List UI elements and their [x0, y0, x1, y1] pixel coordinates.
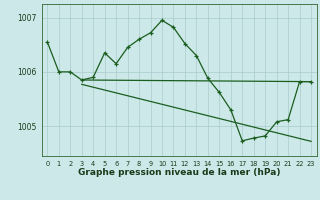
X-axis label: Graphe pression niveau de la mer (hPa): Graphe pression niveau de la mer (hPa)	[78, 168, 280, 177]
